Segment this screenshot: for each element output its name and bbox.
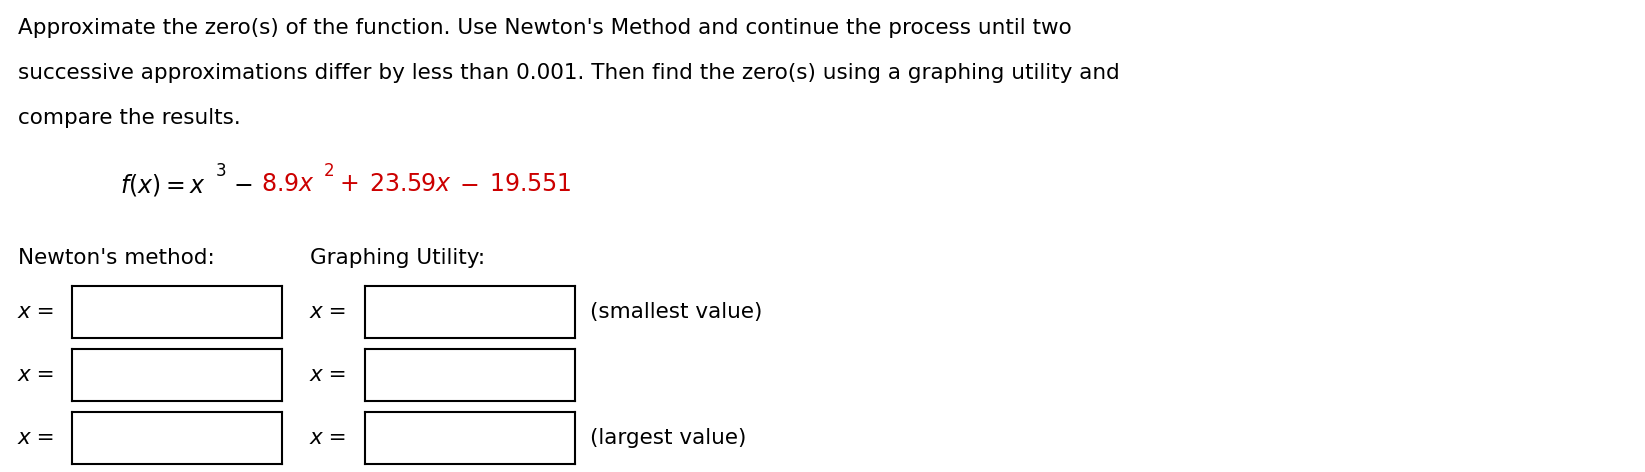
Text: $+$: $+$ [339,174,359,196]
Text: $19.551$: $19.551$ [489,174,571,196]
Text: x =: x = [309,302,347,322]
Text: x =: x = [18,428,56,448]
Text: (smallest value): (smallest value) [591,302,762,322]
Text: $2$: $2$ [322,162,334,179]
Text: compare the results.: compare the results. [18,108,240,128]
Text: $-$: $-$ [234,174,252,196]
Text: $f(x) = x$: $f(x) = x$ [120,172,206,198]
Text: x =: x = [18,302,56,322]
Text: $23.59x$: $23.59x$ [368,174,452,196]
Text: x =: x = [18,365,56,385]
Text: x =: x = [309,428,347,448]
Text: Newton's method:: Newton's method: [18,248,215,268]
Text: x =: x = [309,365,347,385]
Text: successive approximations differ by less than 0.001. Then find the zero(s) using: successive approximations differ by less… [18,63,1120,83]
Text: $8.9x$: $8.9x$ [262,174,314,196]
Text: $-$: $-$ [459,174,479,196]
Text: Graphing Utility:: Graphing Utility: [309,248,485,268]
Text: (largest value): (largest value) [591,428,747,448]
Text: $3$: $3$ [215,162,227,179]
Text: Approximate the zero(s) of the function. Use Newton's Method and continue the pr: Approximate the zero(s) of the function.… [18,18,1073,38]
